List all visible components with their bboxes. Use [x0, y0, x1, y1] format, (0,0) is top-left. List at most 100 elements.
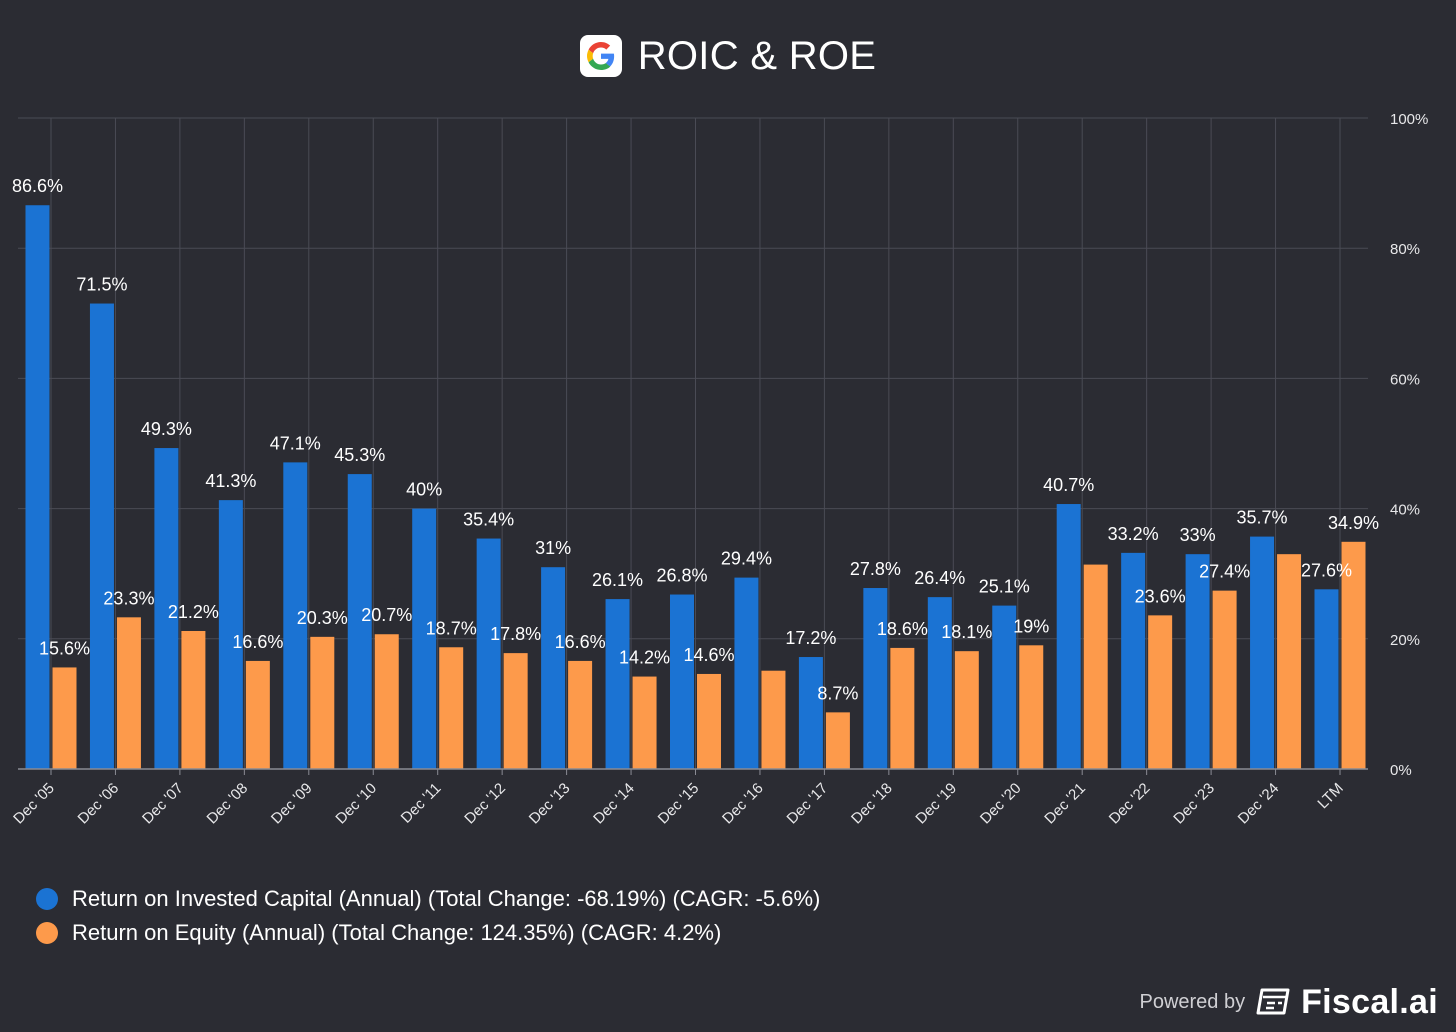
data-labels: 86.6% 71.5% 49.3% 41.3% 47.1% 45.3% 40% 35.4% 31…	[12, 176, 1379, 703]
bar-roe[interactable]	[1212, 590, 1237, 769]
bar-roe[interactable]	[503, 653, 528, 769]
chart-title: ROIC & ROE	[637, 33, 877, 78]
bar-roe[interactable]	[1341, 541, 1366, 769]
powered-by-text: Powered by	[1139, 990, 1246, 1013]
data-label-roe: 18.7%	[426, 618, 477, 638]
x-tick-label: Dec '16	[719, 780, 767, 828]
data-label-roe: 23.3%	[103, 588, 154, 608]
bar-roic[interactable]	[734, 577, 759, 769]
bar-roe[interactable]	[374, 634, 399, 769]
bar-roe[interactable]	[890, 647, 915, 769]
data-label-roic: 25.1%	[979, 577, 1030, 597]
y-tick-label: 0%	[1390, 762, 1412, 779]
grid-lines	[18, 117, 1368, 769]
bar-roe[interactable]	[52, 667, 77, 769]
data-label-roe: 16.6%	[555, 632, 606, 652]
bar-roic[interactable]	[1250, 536, 1275, 769]
legend-item-roic[interactable]: Return on Invested Capital (Annual) (Tot…	[36, 882, 820, 916]
data-label-roic: 41.3%	[205, 471, 256, 491]
bar-roic[interactable]	[1314, 589, 1339, 769]
data-label-roe: 20.7%	[361, 605, 412, 625]
bar-roic[interactable]	[154, 448, 179, 769]
bar-roic[interactable]	[992, 605, 1017, 769]
bar-roic[interactable]	[1121, 552, 1146, 769]
bar-roe[interactable]	[181, 630, 206, 769]
bar-roic[interactable]	[412, 508, 437, 769]
data-label-roic: 35.7%	[1237, 508, 1288, 528]
y-tick-label: 40%	[1390, 502, 1420, 519]
brand-name: Fiscal.ai	[1301, 982, 1438, 1021]
x-tick-label: Dec '07	[139, 780, 187, 828]
bar-roe[interactable]	[116, 617, 141, 769]
data-label-roic: 35.4%	[463, 510, 514, 530]
data-label-roe: 8.7%	[817, 683, 858, 703]
x-tick-label: Dec '10	[332, 780, 380, 828]
bar-roic[interactable]	[670, 594, 694, 769]
bar-roic[interactable]	[476, 538, 501, 769]
bar-roe[interactable]	[439, 647, 464, 769]
x-tick-label: Dec '11	[398, 780, 445, 827]
data-label-roic: 27.6%	[1301, 560, 1352, 580]
data-label-roic: 33.2%	[1108, 524, 1159, 544]
legend-item-roe[interactable]: Return on Equity (Annual) (Total Change:…	[36, 916, 820, 950]
data-label-roic: 29.4%	[721, 549, 772, 569]
x-tick-label: Dec '17	[784, 780, 832, 828]
data-label-roe: 14.6%	[683, 645, 734, 665]
x-tick-label: LTM	[1314, 780, 1346, 812]
legend-label-roe: Return on Equity (Annual) (Total Change:…	[72, 920, 722, 945]
bars	[25, 205, 1366, 769]
bar-roe[interactable]	[1083, 564, 1108, 769]
x-tick-label: Dec '21	[1041, 780, 1089, 828]
bar-roe[interactable]	[761, 670, 786, 769]
data-label-roic: 27.8%	[850, 559, 901, 579]
bar-roe[interactable]	[825, 712, 850, 769]
bar-roic[interactable]	[89, 303, 114, 769]
x-tick-label: Dec '19	[912, 780, 960, 828]
roic-roe-bar-chart: 86.6% 71.5% 49.3% 41.3% 47.1% 45.3% 40% 35.4% 31…	[10, 111, 1428, 828]
bar-roe[interactable]	[245, 660, 270, 769]
bar-roic[interactable]	[1185, 554, 1210, 769]
bar-roe[interactable]	[632, 676, 657, 769]
data-label-roe: 18.1%	[941, 622, 992, 642]
y-tick-label: 100%	[1390, 111, 1428, 128]
powered-by-brand[interactable]: Powered by Fiscal.ai	[1139, 982, 1438, 1022]
x-tick-label: Dec '08	[204, 780, 252, 828]
data-label-roic: 40%	[406, 480, 442, 500]
legend: Return on Invested Capital (Annual) (Tot…	[36, 882, 820, 950]
legend-dot-roic	[36, 888, 58, 910]
data-label-roic: 40.7%	[1043, 475, 1094, 495]
legend-dot-roe	[36, 922, 58, 944]
bar-roic[interactable]	[218, 500, 243, 769]
bar-roic[interactable]	[605, 599, 630, 769]
bar-roic[interactable]	[347, 474, 372, 769]
y-tick-label: 60%	[1390, 371, 1420, 388]
bar-roe[interactable]	[1148, 615, 1173, 769]
x-tick-label: Dec '05	[10, 780, 58, 828]
bar-roe[interactable]	[1019, 645, 1044, 769]
x-tick-label: Dec '23	[1170, 780, 1218, 828]
bar-roe[interactable]	[568, 660, 593, 769]
x-tick-label: Dec '12	[461, 780, 509, 828]
bar-roic[interactable]	[25, 205, 50, 769]
bar-roic[interactable]	[863, 588, 888, 769]
data-label-roic: 71.5%	[76, 275, 127, 295]
bar-roe[interactable]	[697, 673, 721, 769]
bar-roe[interactable]	[954, 651, 979, 769]
data-label-roic: 33%	[1180, 525, 1216, 545]
data-label-roe: 15.6%	[39, 638, 90, 658]
y-tick-label: 20%	[1390, 632, 1420, 649]
x-tick-label: Dec '06	[75, 780, 123, 828]
bar-roic[interactable]	[798, 657, 823, 769]
bar-roic[interactable]	[541, 567, 566, 769]
bar-roe[interactable]	[310, 636, 335, 769]
data-label-roe: 21.2%	[168, 602, 219, 622]
x-tick-label: Dec '09	[268, 780, 316, 828]
bar-roic[interactable]	[927, 597, 952, 769]
data-label-roe: 14.2%	[619, 648, 670, 668]
google-logo-icon	[579, 35, 622, 77]
y-tick-label: 80%	[1390, 241, 1420, 258]
bar-roe[interactable]	[1277, 554, 1302, 769]
data-label-roic: 17.2%	[785, 628, 836, 648]
bar-roic[interactable]	[283, 462, 308, 769]
bar-roic[interactable]	[1056, 504, 1081, 769]
